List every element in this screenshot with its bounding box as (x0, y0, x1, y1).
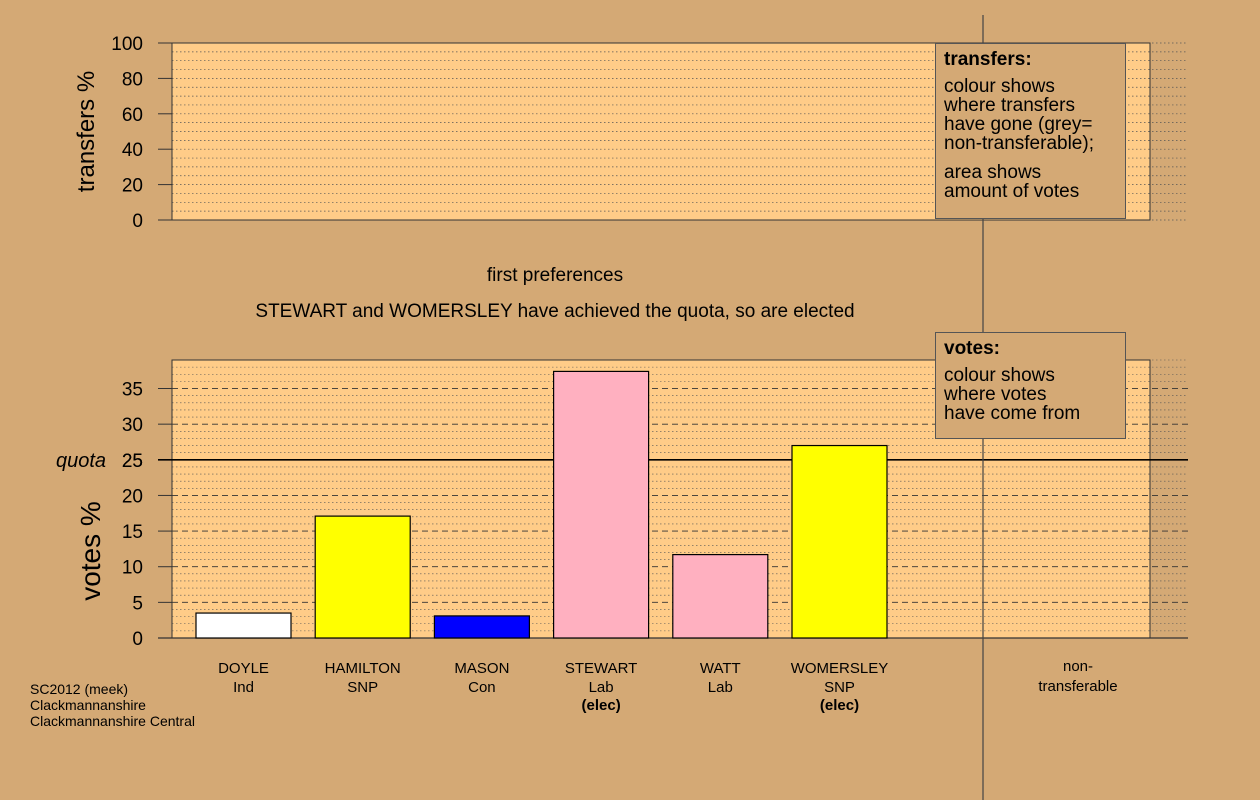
bar-watt (672, 553, 769, 639)
votes-y-tick-label: 35 (122, 380, 143, 401)
votes-y-tick-label: 10 (122, 558, 143, 579)
transfers-y-tick-label: 40 (122, 140, 143, 161)
nontransferable-label: transferable (1038, 678, 1117, 695)
legend-votes-title: votes: (944, 338, 1000, 359)
votes-y-tick-label: 25 (122, 451, 143, 472)
bar-stewart (552, 370, 650, 639)
quota-tick-label: 25 (122, 451, 143, 472)
bar-hamilton (314, 515, 411, 639)
transfers-y-axis-label: transfers % (73, 71, 100, 192)
candidate-party: SNP (824, 679, 855, 696)
legend-transfers-text2: area shows amount of votes (944, 162, 1080, 202)
votes-y-tick-label: 5 (132, 593, 143, 614)
votes-y-tick-label: 15 (122, 522, 143, 543)
legend-transfers-title: transfers: (944, 49, 1032, 70)
legend-votes-text: colour shows where votes have come from (944, 365, 1081, 424)
candidate-name: WATT (700, 660, 741, 677)
transfers-y-tick-label: 100 (111, 34, 143, 55)
footer: SC2012 (meek) Clackmannanshire Clackmann… (30, 681, 195, 729)
bar-doyle (195, 612, 292, 639)
candidate-party: Lab (708, 679, 733, 696)
candidate-party: Lab (589, 679, 614, 696)
candidate-name: DOYLE (218, 660, 269, 677)
transfers-plot-frame (171, 42, 1151, 221)
votes-y-tick-label: 0 (132, 629, 143, 650)
candidate-labels: DOYLEIndHAMILTONSNPMASONConSTEWARTLab(el… (218, 658, 1118, 714)
footer-council: Clackmannanshire (30, 697, 146, 713)
candidate-party: Ind (233, 679, 254, 696)
candidate-party: SNP (347, 679, 378, 696)
quota-label: quota (56, 450, 106, 472)
bar-womersley (791, 444, 888, 639)
legend-transfers-text: colour shows where transfers have gone (… (944, 76, 1094, 154)
candidate-name: WOMERSLEY (791, 660, 889, 677)
votes-y-axis-label: votes % (75, 501, 106, 601)
candidate-name: STEWART (565, 660, 638, 677)
stage-title: first preferences (486, 265, 624, 286)
candidate-name: HAMILTON (325, 660, 401, 677)
footer-ward: Clackmannanshire Central (30, 713, 195, 729)
nontransferable-label: non- (1063, 658, 1093, 675)
stage-message: STEWART and WOMERSLEY have achieved the … (255, 301, 855, 322)
transfers-y-tick-label: 0 (132, 211, 143, 232)
candidate-name: MASON (454, 660, 509, 677)
candidate-party: Con (468, 679, 496, 696)
votes-y-tick-label: 30 (122, 415, 143, 436)
candidate-status: (elec) (582, 697, 621, 714)
votes-y-tick-label: 20 (122, 486, 143, 507)
legend-transfers: transfers: colour shows where transfers … (935, 43, 1126, 219)
candidate-status: (elec) (820, 697, 859, 714)
legend-votes: votes: colour shows where votes have com… (935, 332, 1126, 439)
bar-mason (433, 615, 530, 639)
transfers-y-tick-label: 80 (122, 69, 143, 90)
transfers-y-tick-label: 20 (122, 176, 143, 197)
transfers-y-tick-label: 60 (122, 105, 143, 126)
footer-election: SC2012 (meek) (30, 681, 129, 697)
vote-bars (195, 370, 888, 639)
